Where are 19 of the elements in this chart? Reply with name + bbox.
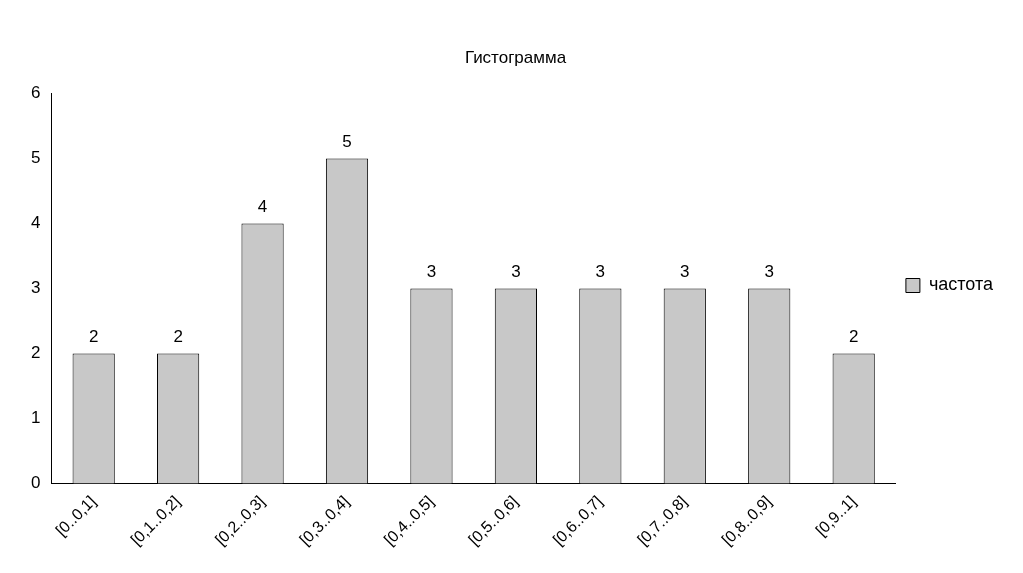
data-label: 5 (342, 131, 352, 151)
data-label: 2 (848, 326, 859, 346)
y-tick-label: 4 (30, 213, 41, 233)
data-label: 3 (511, 261, 521, 281)
legend-label: частота (928, 274, 994, 295)
data-label: 3 (680, 261, 690, 281)
y-tick-label: 5 (30, 148, 41, 168)
y-tick-label: 3 (30, 278, 41, 298)
data-label: 2 (88, 326, 99, 346)
data-label: 3 (764, 261, 774, 281)
y-tick-label: 1 (30, 408, 41, 428)
y-tick-label: 2 (30, 343, 41, 363)
y-tick-label: 0 (30, 473, 41, 493)
data-label: 3 (595, 261, 606, 281)
data-label: 2 (173, 326, 183, 346)
y-tick-label: 6 (30, 83, 41, 103)
data-label: 3 (426, 261, 437, 281)
data-label: 4 (257, 196, 268, 216)
chart-title: Гистограмма (464, 47, 567, 67)
